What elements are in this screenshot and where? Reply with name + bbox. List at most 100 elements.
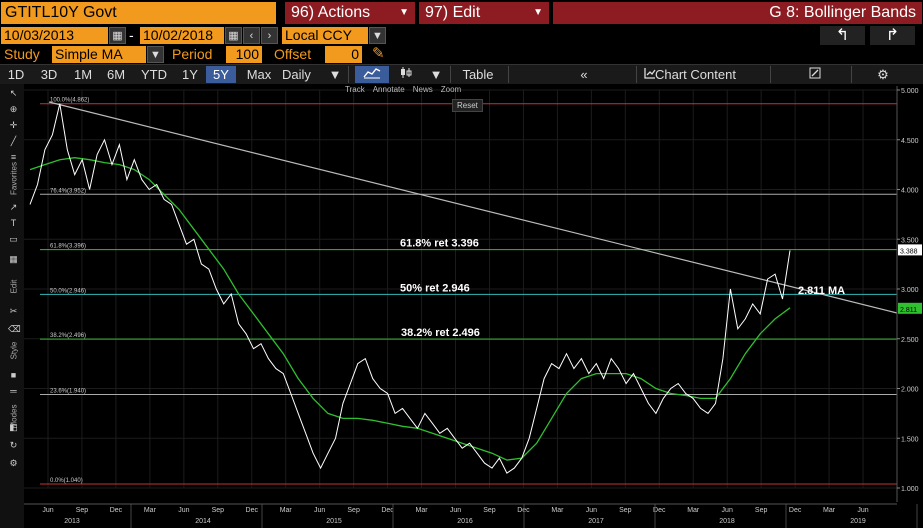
shape-tool-icon[interactable]: ▭ bbox=[9, 234, 18, 244]
y-tick-label: 4.000 bbox=[901, 188, 919, 195]
chart-content-button[interactable]: Chart Content bbox=[655, 67, 736, 82]
x-tick-label: Dec bbox=[246, 507, 259, 514]
x-tick-label: Dec bbox=[381, 507, 394, 514]
offset-field[interactable]: 0 bbox=[325, 46, 362, 63]
last-ma-tag: 2.811 bbox=[900, 307, 917, 314]
end-date-field[interactable]: 10/02/2018 bbox=[140, 27, 224, 44]
currency-field[interactable]: Local CCY bbox=[282, 27, 368, 44]
scissors-icon[interactable]: ✂ bbox=[9, 306, 18, 316]
x-tick-label: Jun bbox=[722, 507, 733, 514]
range-1d[interactable]: 1D bbox=[7, 67, 25, 82]
currency-dropdown-icon[interactable]: ▼ bbox=[369, 27, 386, 44]
fib-level-tag: 100.0%(4.862) bbox=[50, 98, 89, 104]
fib-level-tag: 50.0%(2.946) bbox=[50, 288, 86, 294]
study-field[interactable]: Simple MA bbox=[52, 46, 146, 63]
mode-tool-icon[interactable]: ◧ bbox=[9, 422, 18, 432]
zoom-tool-icon[interactable]: ⊕ bbox=[9, 104, 18, 114]
eraser-icon[interactable]: ⌫ bbox=[8, 324, 21, 334]
redo-icon[interactable]: ↱ bbox=[870, 26, 915, 45]
ticker-field[interactable]: GTITL10Y Govt bbox=[1, 2, 276, 24]
y-tick-label: 3.500 bbox=[901, 237, 919, 244]
edit-button[interactable]: 97) Edit ▼ bbox=[419, 2, 549, 24]
zoom-button[interactable]: Zoom bbox=[440, 85, 462, 94]
x-tick-label: Sep bbox=[619, 507, 632, 514]
annotate-button[interactable]: Annotate bbox=[372, 85, 405, 94]
favorites-tab[interactable]: Favorites bbox=[9, 162, 19, 195]
text-tool-icon[interactable]: T bbox=[10, 218, 17, 228]
x-tick-label: Jun bbox=[857, 507, 868, 514]
undo-icon[interactable]: ↰ bbox=[820, 26, 865, 45]
frequency-dropdown-icon[interactable]: ▼ bbox=[328, 67, 342, 82]
x-year-label: 2015 bbox=[326, 518, 342, 525]
arrow-tool-icon[interactable]: ↗ bbox=[9, 202, 18, 212]
chart-annotation: 61.8% ret 3.396 bbox=[400, 238, 479, 250]
range-max[interactable]: Max bbox=[246, 67, 272, 82]
edit-tab[interactable]: Edit bbox=[9, 279, 19, 294]
refresh-icon[interactable]: ↻ bbox=[9, 440, 18, 450]
edit-caret-icon: ▼ bbox=[533, 7, 543, 18]
x-tick-label: Mar bbox=[551, 507, 564, 514]
title-bar: GTITL10Y Govt 96) Actions ▼ 97) Edit ▼ G… bbox=[0, 0, 923, 26]
actions-label: 96) Actions bbox=[291, 4, 371, 21]
range-ytd[interactable]: YTD bbox=[141, 67, 167, 82]
fib-level-tag: 23.6%(1.940) bbox=[50, 388, 86, 394]
pencil-icon[interactable]: ✎ bbox=[372, 45, 385, 62]
drawing-tool-icon[interactable] bbox=[806, 66, 824, 83]
line-chart-icon[interactable] bbox=[355, 66, 389, 83]
start-date-field[interactable]: 10/03/2013 bbox=[1, 27, 108, 44]
reset-button[interactable]: Reset bbox=[452, 99, 483, 112]
price-chart[interactable]: 100.0%(4.862) 76.4%(3.952) 61.8%(3.396) 50.… bbox=[0, 84, 923, 528]
chart-annotation: 38.2% ret 2.496 bbox=[401, 327, 480, 339]
grid-tool-icon[interactable]: ▦ bbox=[9, 254, 18, 264]
date-separator: - bbox=[129, 27, 134, 43]
x-tick-label: Jun bbox=[314, 507, 325, 514]
last-ma-tag-bg bbox=[898, 302, 922, 314]
x-tick-label: Mar bbox=[687, 507, 700, 514]
x-tick-label: Sep bbox=[212, 507, 225, 514]
style-tab[interactable]: Style bbox=[9, 341, 19, 360]
y-tick-label: 1.500 bbox=[901, 436, 919, 443]
date-forward-icon[interactable]: › bbox=[261, 27, 278, 44]
start-calendar-icon[interactable]: ▦ bbox=[109, 27, 126, 44]
track-button[interactable]: Track bbox=[345, 85, 365, 94]
y-tick-label: 3.000 bbox=[901, 287, 919, 294]
x-year-label: 2013 bbox=[64, 518, 80, 525]
x-tick-label: Sep bbox=[483, 507, 496, 514]
x-tick-label: Mar bbox=[823, 507, 836, 514]
x-year-label: 2019 bbox=[850, 518, 866, 525]
range-3d[interactable]: 3D bbox=[40, 67, 58, 82]
line-tool-icon[interactable]: ╱ bbox=[10, 136, 17, 146]
fib-level-tag: 76.4%(3.952) bbox=[50, 188, 86, 194]
study-label: Study bbox=[4, 46, 40, 62]
edit-label: 97) Edit bbox=[425, 4, 481, 21]
color-tool-icon[interactable]: ■ bbox=[10, 370, 17, 380]
x-tick-label: Dec bbox=[653, 507, 666, 514]
candle-chart-icon[interactable] bbox=[395, 66, 417, 83]
last-price-tag-bg bbox=[898, 244, 922, 256]
period-field[interactable]: 100 bbox=[226, 46, 262, 63]
date-back-icon[interactable]: ‹ bbox=[243, 27, 260, 44]
x-tick-label: Sep bbox=[347, 507, 360, 514]
study-dropdown-icon[interactable]: ▼ bbox=[147, 46, 164, 63]
actions-button[interactable]: 96) Actions ▼ bbox=[285, 2, 415, 24]
cross-tool-icon[interactable]: ✛ bbox=[9, 120, 18, 130]
left-tool-panel: ↖ ⊕ ✛ ╱ ≡ Favorites ↗ T ▭ ▦ Edit ✂ ⌫ Sty… bbox=[0, 84, 24, 528]
frequency-select[interactable]: Daily bbox=[282, 67, 311, 82]
pointer-tool-icon[interactable]: ↖ bbox=[9, 88, 18, 98]
end-calendar-icon[interactable]: ▦ bbox=[225, 27, 242, 44]
collapse-icon[interactable]: « bbox=[580, 67, 588, 82]
range-1m[interactable]: 1M bbox=[73, 67, 93, 82]
chart-content-icon[interactable] bbox=[640, 66, 660, 83]
y-tick-label: 1.000 bbox=[901, 486, 919, 493]
settings-small-icon[interactable]: ⚙ bbox=[9, 458, 18, 468]
table-button[interactable]: Table bbox=[462, 67, 494, 82]
range-6m[interactable]: 6M bbox=[106, 67, 126, 82]
gear-icon[interactable]: ⚙ bbox=[877, 67, 889, 82]
chart-type-dropdown-icon[interactable]: ▼ bbox=[429, 67, 443, 82]
fib-tool-icon[interactable]: ≡ bbox=[10, 152, 17, 162]
news-button[interactable]: News bbox=[412, 85, 433, 94]
line-style-icon[interactable]: ═ bbox=[10, 386, 17, 396]
range-5y[interactable]: 5Y bbox=[206, 66, 236, 83]
range-1y[interactable]: 1Y bbox=[182, 67, 198, 82]
x-tick-label: Dec bbox=[789, 507, 802, 514]
